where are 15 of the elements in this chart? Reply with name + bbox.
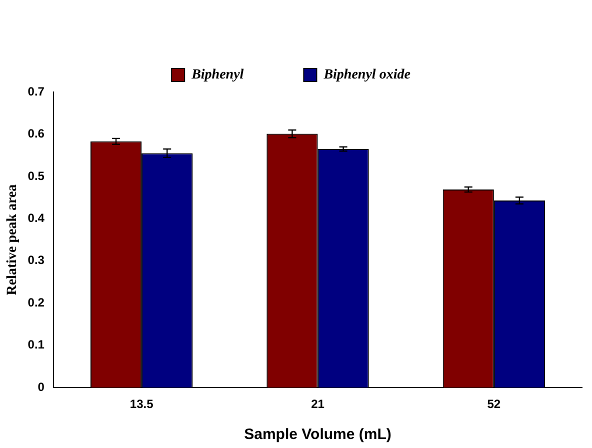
y-tick-label: 0.6: [28, 126, 45, 141]
y-tick-label: 0.7: [28, 84, 45, 98]
y-tick-label: 0: [38, 380, 45, 394]
y-axis-title: Relative peak area: [5, 184, 20, 296]
x-tick-label: 52: [487, 397, 501, 412]
x-tick-label: 13.5: [130, 397, 154, 412]
x-tick-label: 21: [311, 397, 325, 412]
y-tick-label: 0.1: [28, 338, 45, 352]
y-tick-label: 0.4: [28, 211, 45, 225]
x-axis-title: Sample Volume (mL): [244, 426, 392, 444]
y-tick-label: 0.5: [28, 168, 45, 183]
y-tick-label: 0.2: [28, 295, 45, 310]
legend-label: Biphenyl: [190, 68, 244, 83]
y-tick-label: 0.3: [28, 253, 45, 268]
legend-label: Biphenyl oxide: [322, 68, 410, 83]
